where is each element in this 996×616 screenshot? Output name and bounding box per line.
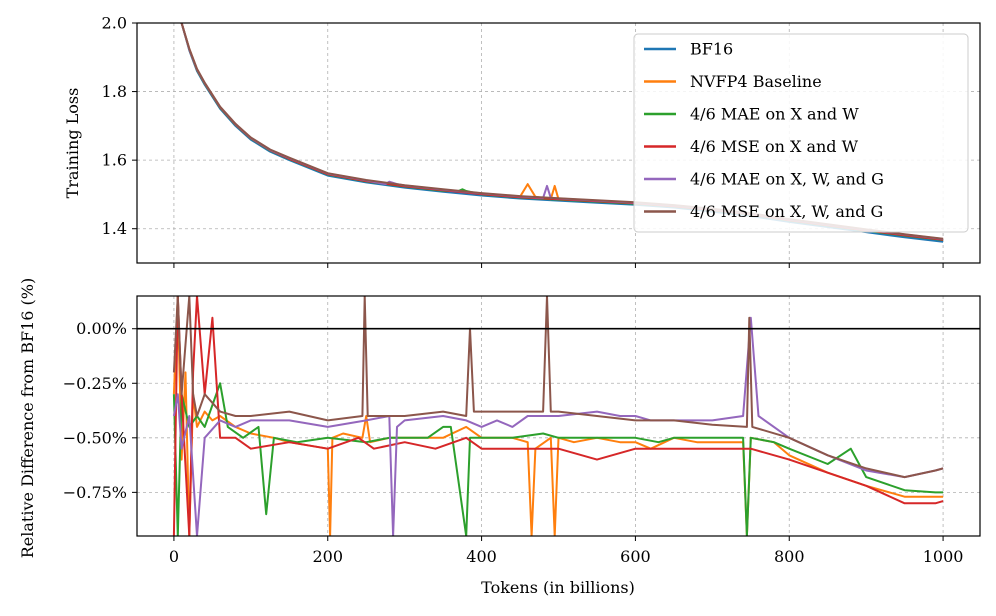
legend: BF16 NVFP4 Baseline 4/6 MAE on X and W 4/6 … — [633, 33, 969, 233]
x-tick-label: 1000 — [923, 547, 964, 566]
y-tick-label: 0.00% — [76, 319, 127, 338]
top-panel: 1.4 1.6 1.8 2.0 Training Loss BF16 NVFP4 Bas… — [63, 14, 981, 268]
y-tick-label: 2.0 — [102, 14, 127, 33]
x-tick-label: 0 — [169, 547, 179, 566]
top-tick-marks: 1.4 1.6 1.8 2.0 — [102, 14, 944, 268]
top-y-axis-label: Training Loss — [63, 88, 82, 199]
series-line-nvfp4-baseline — [172, 296, 944, 536]
x-tick-label: 600 — [620, 547, 651, 566]
bottom-plot-frame — [136, 295, 981, 537]
top-plot-frame — [136, 22, 981, 264]
x-tick-label: 200 — [312, 547, 343, 566]
bottom-tick-marks: 0 200 400 600 800 1000 −0.75% −0.50% −0.25% 0.00% — [63, 319, 964, 566]
legend-label: NVFP4 Baseline — [690, 72, 822, 91]
series-line-4-6-mae-on-x-and-w — [172, 382, 944, 536]
y-tick-label: −0.75% — [63, 483, 127, 502]
y-tick-label: 1.4 — [102, 219, 127, 238]
y-tick-label: 1.8 — [102, 82, 127, 101]
legend-label: BF16 — [690, 40, 733, 59]
bottom-series-lines — [172, 296, 944, 536]
legend-label: 4/6 MAE on X, W, and G — [690, 170, 884, 189]
x-axis-label: Tokens (in billions) — [481, 578, 635, 597]
legend-box — [633, 33, 969, 233]
legend-label: 4/6 MSE on X and W — [690, 137, 859, 156]
x-tick-label: 400 — [466, 547, 497, 566]
y-tick-label: 1.6 — [102, 151, 127, 170]
legend-label: 4/6 MAE on X and W — [690, 105, 859, 124]
x-tick-label: 800 — [774, 547, 805, 566]
legend-items: BF16 NVFP4 Baseline 4/6 MAE on X and W 4/6 … — [644, 40, 884, 221]
series-line-4-6-mse-on-x-and-w — [172, 296, 944, 536]
bottom-panel: 0 200 400 600 800 1000 −0.75% −0.50% −0.25% 0.00%… — [18, 278, 981, 597]
legend-label: 4/6 MSE on X, W, and G — [690, 202, 883, 221]
bottom-y-axis-label: Relative Difference from BF16 (%) — [18, 278, 37, 558]
series-line-4-6-mae-on-x-w-and-g — [172, 316, 944, 536]
series-line-4-6-mse-on-x-w-and-g — [172, 296, 944, 479]
y-tick-label: −0.50% — [63, 428, 127, 447]
y-tick-label: −0.25% — [63, 374, 127, 393]
